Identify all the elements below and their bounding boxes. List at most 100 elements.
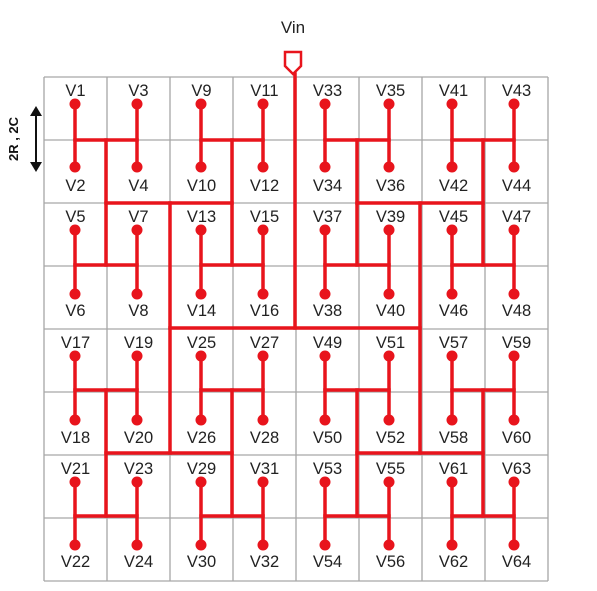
node-label: V4: [128, 177, 148, 195]
input-pin-shape: [283, 50, 303, 76]
node-label: V54: [313, 553, 342, 571]
node-dot: [257, 161, 269, 173]
node-dot: [319, 414, 331, 426]
node-dot: [508, 476, 520, 488]
node-label: V59: [502, 334, 531, 352]
node-label: V9: [191, 82, 211, 100]
node-label: V8: [128, 302, 148, 320]
node-label: V45: [439, 208, 468, 226]
node-dot: [131, 414, 143, 426]
node-label: V55: [376, 460, 405, 478]
node-label: V10: [187, 177, 216, 195]
node-label: V46: [439, 302, 468, 320]
node-label: V56: [376, 553, 405, 571]
node-dot: [69, 414, 81, 426]
node-dot: [257, 288, 269, 300]
node-dot: [69, 98, 81, 110]
node-dot: [508, 414, 520, 426]
node-label: V43: [502, 82, 531, 100]
node-dot: [195, 350, 207, 362]
node-dot: [508, 350, 520, 362]
node-dot: [319, 350, 331, 362]
node-dot: [383, 476, 395, 488]
node-label: V60: [502, 429, 531, 447]
node-dot: [131, 224, 143, 236]
node-label: V1: [65, 82, 85, 100]
node-label: V57: [439, 334, 468, 352]
node-label: V63: [502, 460, 531, 478]
node-dot: [383, 161, 395, 173]
node-label: V18: [61, 429, 90, 447]
node-label: V40: [376, 302, 405, 320]
node-dot: [319, 161, 331, 173]
node-label: V35: [376, 82, 405, 100]
node-dot: [195, 414, 207, 426]
node-dot: [508, 288, 520, 300]
node-label: V37: [313, 208, 342, 226]
node-dot: [446, 539, 458, 551]
node-dot: [319, 288, 331, 300]
node-dot: [383, 539, 395, 551]
node-label: V20: [124, 429, 153, 447]
node-label: V44: [502, 177, 531, 195]
node-dot: [508, 98, 520, 110]
node-label: V42: [439, 177, 468, 195]
node-label: V33: [313, 82, 342, 100]
node-dot: [446, 476, 458, 488]
node-dot: [69, 224, 81, 236]
node-dot: [257, 350, 269, 362]
scale-arrow-up-icon: [30, 106, 42, 116]
node-dot: [69, 539, 81, 551]
node-label: V7: [128, 208, 148, 226]
node-label: V47: [502, 208, 531, 226]
node-label: V5: [65, 208, 85, 226]
input-pin: Vin: [281, 18, 305, 76]
node-label: V26: [187, 429, 216, 447]
node-dot: [383, 414, 395, 426]
node-dot: [195, 288, 207, 300]
node-label: V12: [250, 177, 279, 195]
node-dot: [383, 350, 395, 362]
node-label: V31: [250, 460, 279, 478]
node-label: V15: [250, 208, 279, 226]
node-dot: [131, 98, 143, 110]
node-label: V25: [187, 334, 216, 352]
node-dot: [446, 98, 458, 110]
node-dot: [319, 539, 331, 551]
node-label: V61: [439, 460, 468, 478]
node-dot: [508, 224, 520, 236]
h-tree-traces: [73, 72, 516, 547]
node-dot: [319, 476, 331, 488]
node-label: V50: [313, 429, 342, 447]
node-dot: [319, 224, 331, 236]
node-label: V27: [250, 334, 279, 352]
node-label: V36: [376, 177, 405, 195]
node-label: V29: [187, 460, 216, 478]
node-dot: [131, 539, 143, 551]
node-dot: [257, 224, 269, 236]
node-label: V14: [187, 302, 216, 320]
node-dot: [69, 476, 81, 488]
node-label: V41: [439, 82, 468, 100]
node-dot: [195, 539, 207, 551]
node-dot: [508, 161, 520, 173]
node-label: V11: [250, 82, 278, 100]
node-dot: [257, 414, 269, 426]
node-dot: [446, 414, 458, 426]
node-label: V21: [61, 460, 90, 478]
node-dot: [383, 98, 395, 110]
node-dot: [69, 161, 81, 173]
node-dot: [195, 224, 207, 236]
node-label: V51: [376, 334, 405, 352]
node-dot: [257, 98, 269, 110]
node-label: V16: [250, 302, 279, 320]
node-label: V19: [124, 334, 153, 352]
node-label: V49: [313, 334, 342, 352]
node-dot: [508, 539, 520, 551]
node-label: V34: [313, 177, 342, 195]
node-label: V6: [65, 302, 85, 320]
node-labels: V1 V3 V9 V11 V33 V35 V41 V43 V2 V4 V10 V12 V34 V36 V42…: [61, 82, 531, 571]
input-label: Vin: [281, 18, 305, 37]
scale-arrow-down-icon: [30, 162, 42, 172]
